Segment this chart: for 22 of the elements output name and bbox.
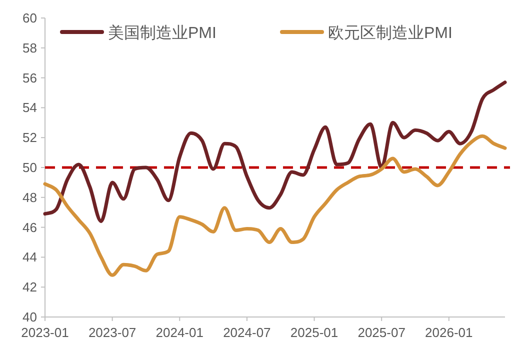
line-series <box>43 134 507 277</box>
y-tick-label: 42 <box>22 280 37 295</box>
x-tick-label: 2024-07 <box>223 325 271 340</box>
y-tick-label: 58 <box>22 40 37 56</box>
x-tick-label: 2025-07 <box>358 325 406 340</box>
x-tick-label: 2024-01 <box>156 325 204 340</box>
y-tick-label: 56 <box>22 70 37 86</box>
x-tick-label: 2025-01 <box>290 325 338 340</box>
y-tick-label: 40 <box>22 310 37 324</box>
x-tick-label: 2023-07 <box>88 325 136 340</box>
y-tick-label: 44 <box>22 250 37 265</box>
y-tick-label: 52 <box>22 130 37 146</box>
y-tick-label: 48 <box>22 190 37 205</box>
y-tick-label: 46 <box>22 220 37 235</box>
x-tick-label: 2026-01 <box>425 325 473 340</box>
x-tick-label: 2023-01 <box>21 325 69 340</box>
y-tick-label: 54 <box>22 100 37 116</box>
y-tick-label: 50 <box>22 160 37 175</box>
legend-label: 欧元区制造业PMI <box>328 24 452 42</box>
legend-label: 美国制造业PMI <box>108 24 216 42</box>
line-series <box>43 80 507 224</box>
y-tick-label: 60 <box>22 10 37 26</box>
